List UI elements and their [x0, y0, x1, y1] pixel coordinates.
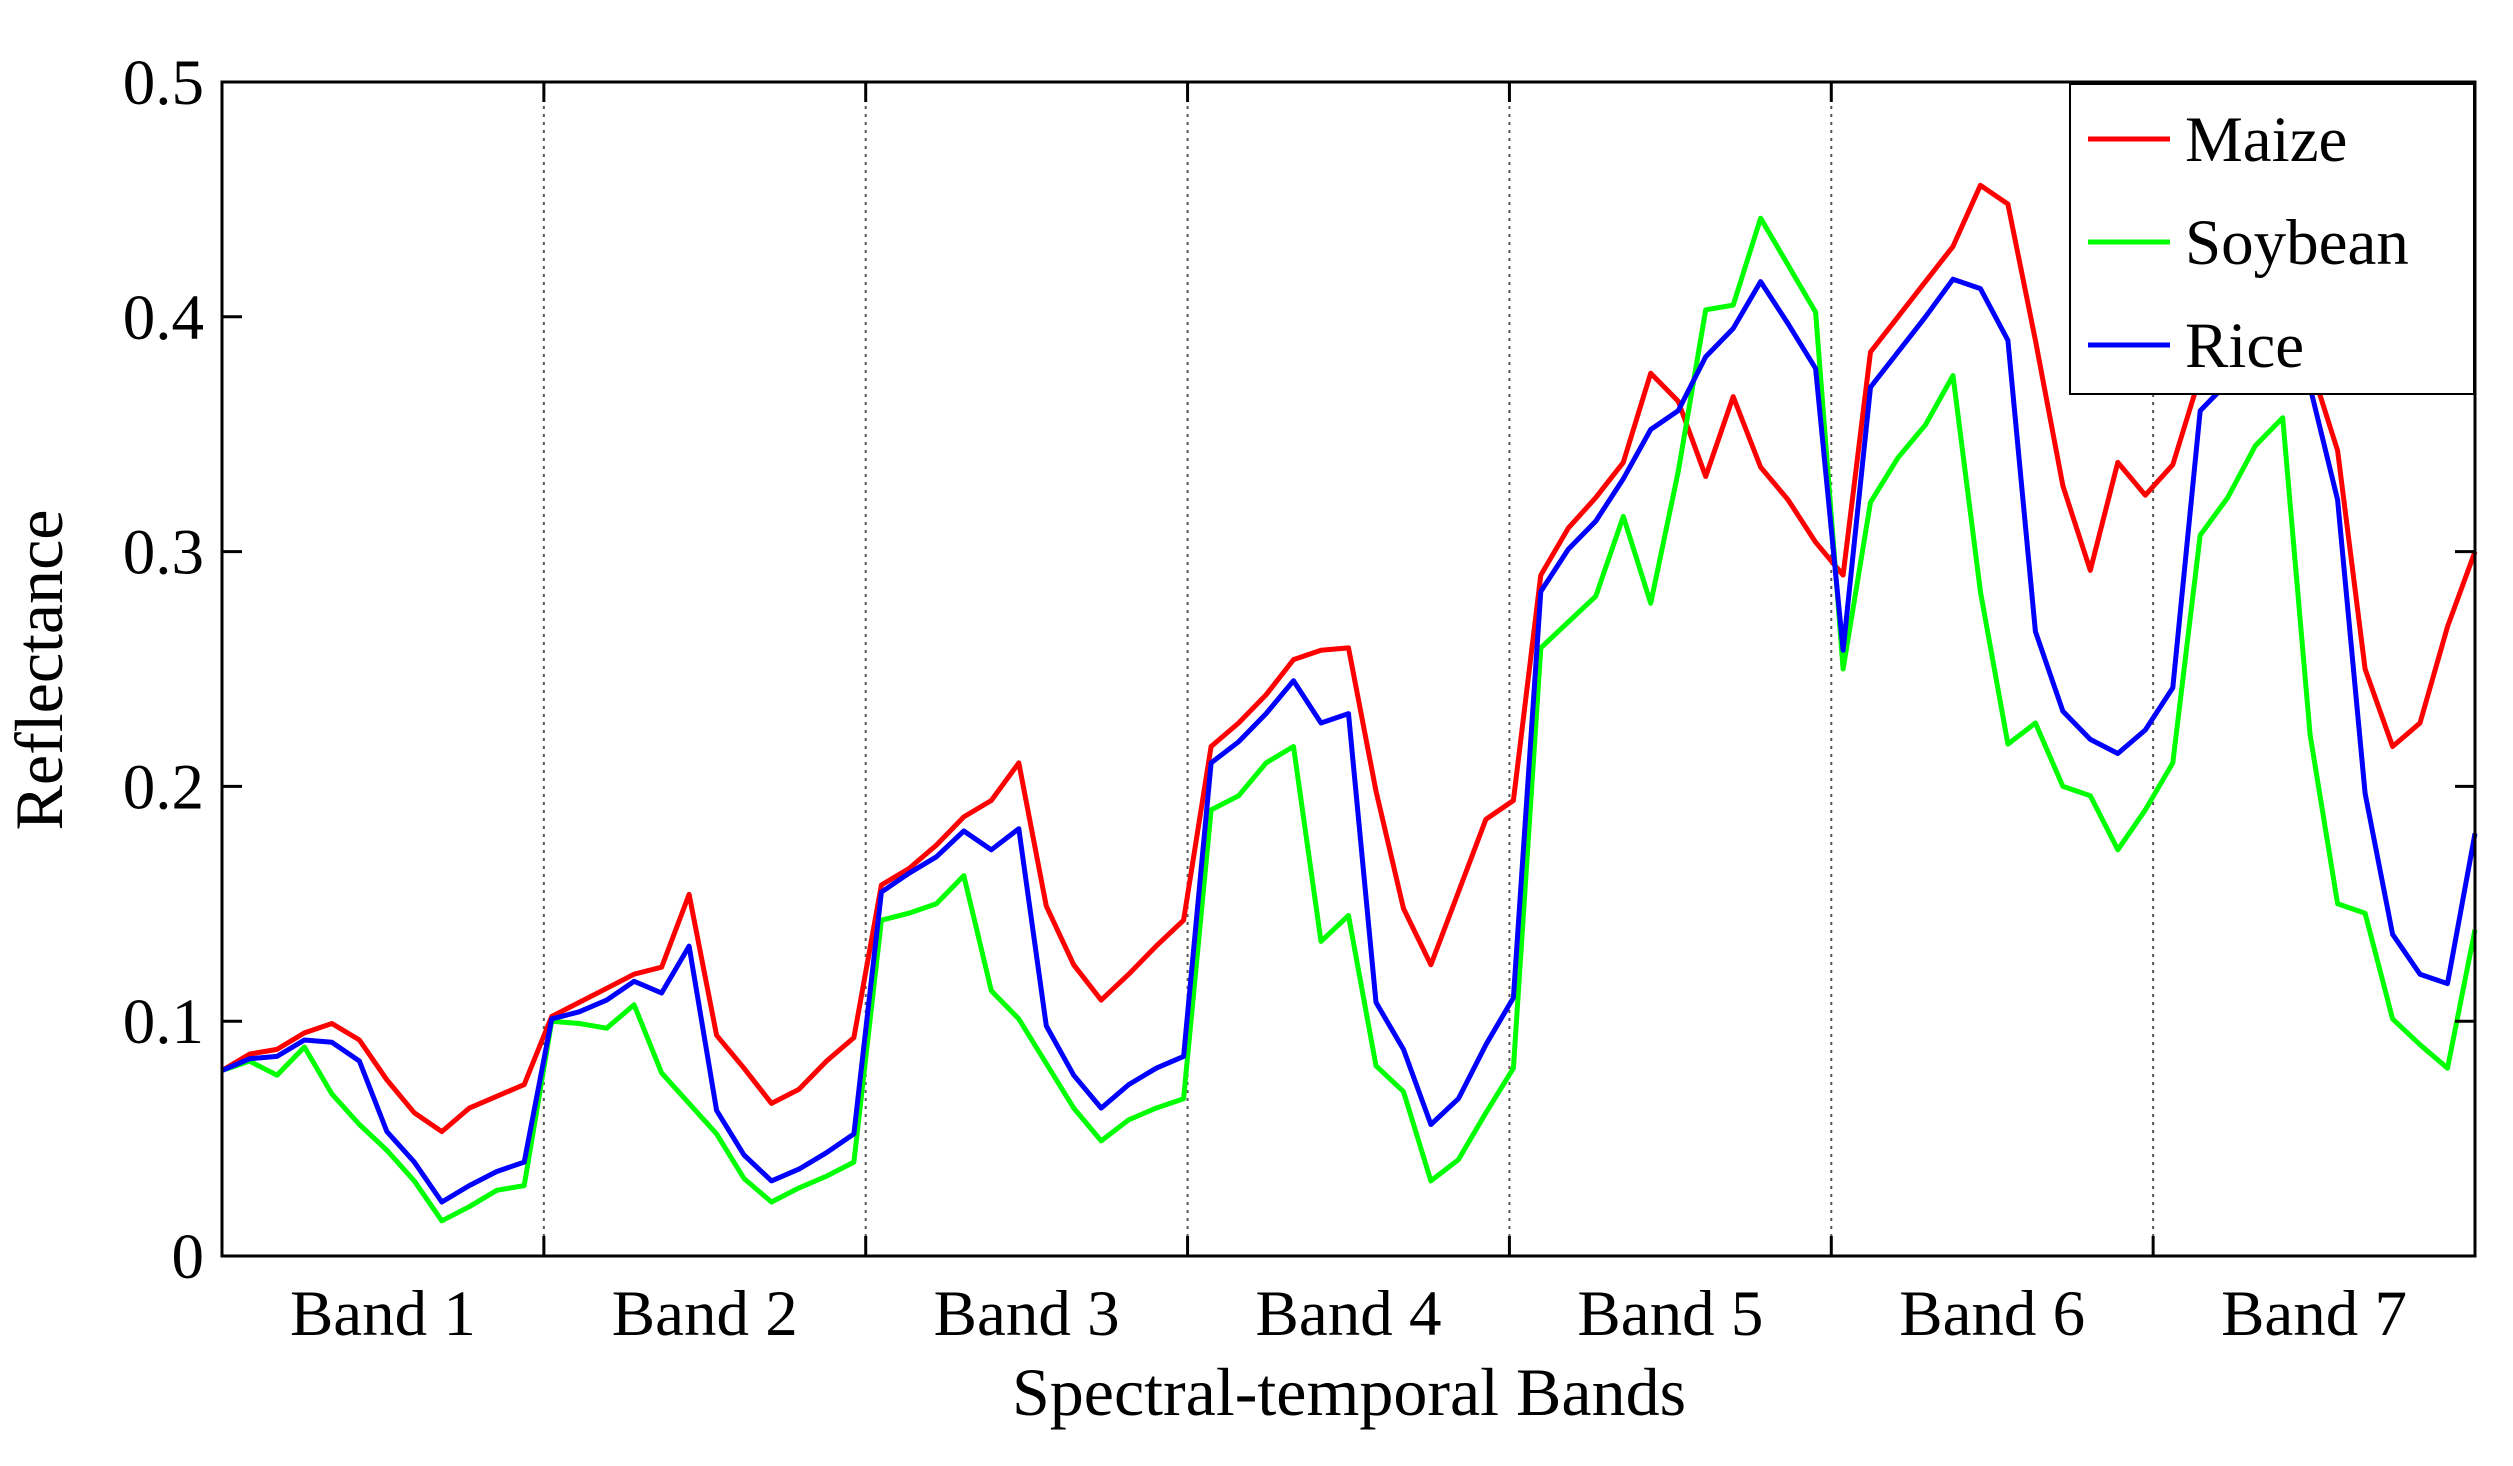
x-axis-title: Spectral-temporal Bands: [1012, 1354, 1686, 1430]
legend-label-soybean: Soybean: [2185, 207, 2409, 279]
series-lines: [220, 182, 2478, 1224]
y-axis-title: Reflectance: [1, 510, 77, 831]
y-axis-ticks: 0 0.1 0.2 0.3 0.4 0.5: [123, 47, 2475, 1293]
y-tick-label: 0.3: [123, 517, 204, 589]
y-tick-label: 0.5: [123, 47, 204, 119]
series-line-soybean: [221, 215, 2478, 1224]
x-group-label: Band 1: [290, 1278, 476, 1350]
legend-label-rice: Rice: [2185, 310, 2304, 382]
series-line-rice: [221, 276, 2478, 1205]
series-line-maize: [220, 182, 2478, 1135]
x-group-label: Band 2: [612, 1278, 798, 1350]
x-group-label: Band 7: [2221, 1278, 2407, 1350]
y-tick-label: 0.2: [123, 751, 204, 823]
axes: [220, 80, 2477, 1258]
legend-label-maize: Maize: [2185, 104, 2347, 176]
x-group-label: Band 5: [1577, 1278, 1763, 1350]
y-tick-label: 0: [172, 1221, 205, 1293]
y-tick-label: 0.4: [123, 282, 204, 354]
x-group-label: Band 4: [1256, 1278, 1442, 1350]
plot-frame: [220, 80, 2477, 1258]
band-separators: [542, 82, 2155, 1256]
legend: Maize Soybean Rice: [2069, 83, 2475, 395]
x-group-label: Band 3: [934, 1278, 1120, 1350]
x-axis-group-labels: Band 1 Band 2 Band 3 Band 4 Band 5 Band 6 Band…: [290, 82, 2407, 1350]
x-group-label: Band 6: [1899, 1278, 2085, 1350]
y-tick-label: 0.1: [123, 986, 204, 1058]
legend-box: [2069, 83, 2475, 395]
